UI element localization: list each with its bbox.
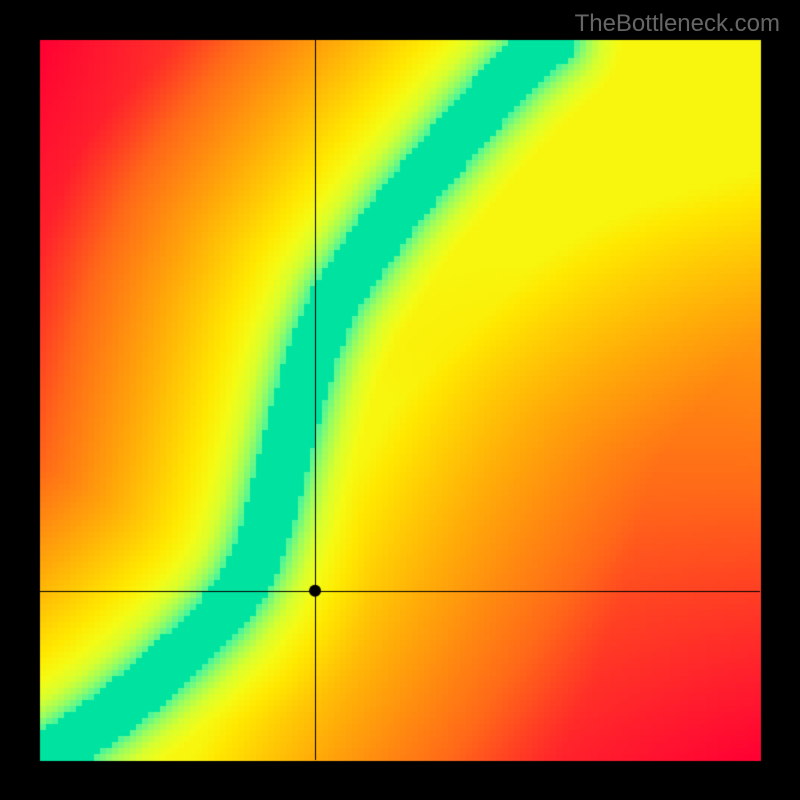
watermark-text: TheBottleneck.com bbox=[575, 10, 780, 38]
heatmap-canvas bbox=[0, 0, 800, 800]
